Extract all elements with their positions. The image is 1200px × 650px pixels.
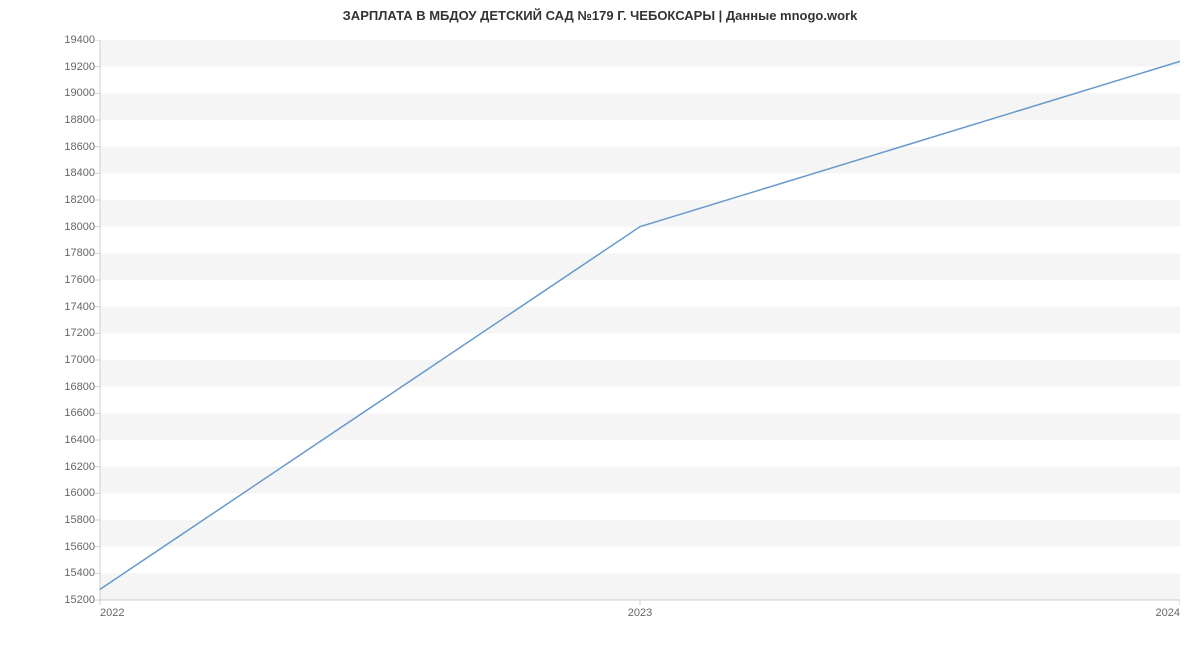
y-tick-label: 16800 [0, 381, 99, 393]
y-tick-label: 18800 [0, 114, 99, 126]
y-tick-label: 18600 [0, 141, 99, 153]
y-tick-label: 16400 [0, 434, 99, 446]
y-tick-label: 16600 [0, 407, 99, 419]
y-tick-label: 15400 [0, 567, 99, 579]
y-tick-label: 15200 [0, 594, 99, 606]
y-tick-label: 17800 [0, 247, 99, 259]
y-tick-label: 16000 [0, 487, 99, 499]
y-tick-label: 18400 [0, 167, 99, 179]
x-tick-label: 2022 [100, 607, 124, 619]
y-tick-label: 15800 [0, 514, 99, 526]
y-tick-label: 17400 [0, 301, 99, 313]
y-tick-label: 19000 [0, 87, 99, 99]
salary-line-chart: ЗАРПЛАТА В МБДОУ ДЕТСКИЙ САД №179 Г. ЧЕБ… [0, 0, 1200, 650]
y-tick-label: 18000 [0, 221, 99, 233]
y-tick-label: 19400 [0, 34, 99, 46]
x-tick-label: 2023 [628, 607, 652, 619]
y-tick-label: 15600 [0, 541, 99, 553]
y-tick-label: 17200 [0, 327, 99, 339]
y-tick-label: 19200 [0, 61, 99, 73]
x-tick-label: 2024 [1156, 607, 1180, 619]
y-tick-label: 18200 [0, 194, 99, 206]
y-tick-label: 17000 [0, 354, 99, 366]
chart-title: ЗАРПЛАТА В МБДОУ ДЕТСКИЙ САД №179 Г. ЧЕБ… [0, 8, 1200, 23]
y-tick-label: 16200 [0, 461, 99, 473]
y-tick-label: 17600 [0, 274, 99, 286]
plot-area [100, 40, 1180, 600]
plot-svg [95, 40, 1180, 605]
